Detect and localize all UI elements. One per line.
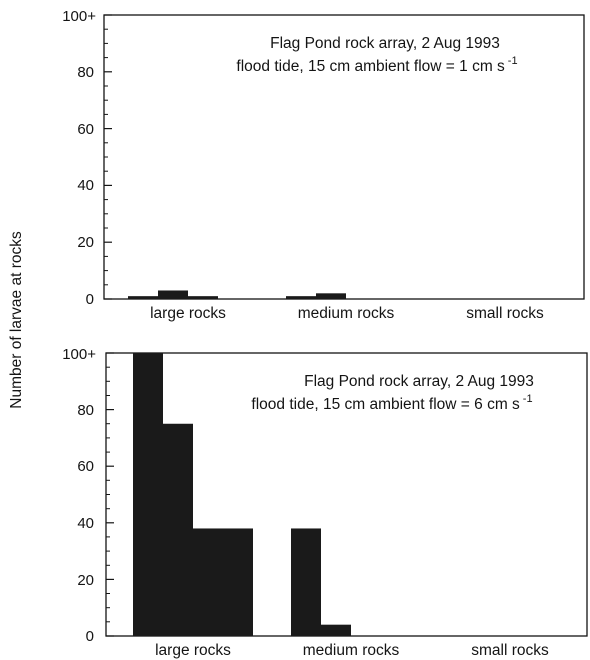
x-tick-labels: large rocks medium rocks small rocks bbox=[155, 642, 549, 659]
y-tick-label: 40 bbox=[77, 515, 94, 532]
bar-medium-rocks-2 bbox=[321, 624, 351, 636]
y-axis-label: Number of larvae at rocks bbox=[8, 231, 25, 409]
category-label: large rocks bbox=[155, 642, 231, 659]
y-tick-label: 20 bbox=[77, 572, 94, 589]
chart-title: Flag Pond rock array, 2 Aug 1993 flood t… bbox=[236, 35, 517, 75]
title-line-2: flood tide, 15 cm ambient flow = 1 cm s-… bbox=[236, 55, 517, 75]
category-label: small rocks bbox=[466, 305, 544, 322]
bar-large-rocks-3 bbox=[193, 528, 223, 636]
category-label: medium rocks bbox=[298, 305, 395, 322]
y-tick-labels: 0 20 40 60 80 100+ bbox=[62, 346, 96, 645]
category-label: small rocks bbox=[471, 642, 549, 659]
category-label: medium rocks bbox=[303, 642, 400, 659]
panel-bottom: 0 20 40 60 80 100+ Flag Pond rock array,… bbox=[62, 346, 588, 659]
title-line-1: Flag Pond rock array, 2 Aug 1993 bbox=[304, 373, 534, 390]
y-tick-label: 0 bbox=[86, 628, 94, 645]
x-tick-labels: large rocks medium rocks small rocks bbox=[150, 305, 544, 322]
title-superscript: -1 bbox=[508, 55, 518, 67]
chart-title: Flag Pond rock array, 2 Aug 1993 flood t… bbox=[251, 373, 533, 413]
y-tick-label: 100+ bbox=[62, 346, 96, 363]
y-tick-label: 60 bbox=[77, 458, 94, 475]
y-tick-label: 60 bbox=[77, 121, 94, 138]
bars bbox=[128, 290, 346, 299]
title-superscript: -1 bbox=[523, 393, 533, 405]
title-line-2-text: flood tide, 15 cm ambient flow = 1 cm s bbox=[236, 58, 505, 75]
bar-large-rocks-2 bbox=[158, 290, 188, 299]
bar-large-rocks-3 bbox=[188, 296, 218, 299]
bar-large-rocks-1 bbox=[128, 296, 158, 299]
y-tick-label: 80 bbox=[77, 402, 94, 419]
y-tick-labels: 0 20 40 60 80 100+ bbox=[62, 8, 96, 308]
y-tick-label: 20 bbox=[77, 234, 94, 251]
title-line-2-text: flood tide, 15 cm ambient flow = 6 cm s bbox=[251, 396, 520, 413]
bar-large-rocks-4 bbox=[223, 528, 253, 636]
y-ticks bbox=[106, 352, 114, 637]
y-tick-label: 100+ bbox=[62, 8, 96, 25]
y-ticks bbox=[104, 14, 112, 300]
y-tick-label: 40 bbox=[77, 177, 94, 194]
bar-medium-rocks-2 bbox=[316, 293, 346, 299]
bar-large-rocks-1 bbox=[133, 353, 163, 636]
y-tick-label: 80 bbox=[77, 64, 94, 81]
panel-top: 0 20 40 60 80 100+ Flag Pond rock array,… bbox=[62, 8, 585, 322]
bar-large-rocks-2 bbox=[163, 423, 193, 636]
category-label: large rocks bbox=[150, 305, 226, 322]
title-line-2: flood tide, 15 cm ambient flow = 6 cm s-… bbox=[251, 393, 532, 413]
title-line-1: Flag Pond rock array, 2 Aug 1993 bbox=[270, 35, 500, 52]
bars bbox=[133, 353, 351, 636]
y-tick-label: 0 bbox=[86, 291, 94, 308]
bar-medium-rocks-1 bbox=[291, 528, 321, 636]
bar-medium-rocks-1 bbox=[286, 296, 316, 299]
